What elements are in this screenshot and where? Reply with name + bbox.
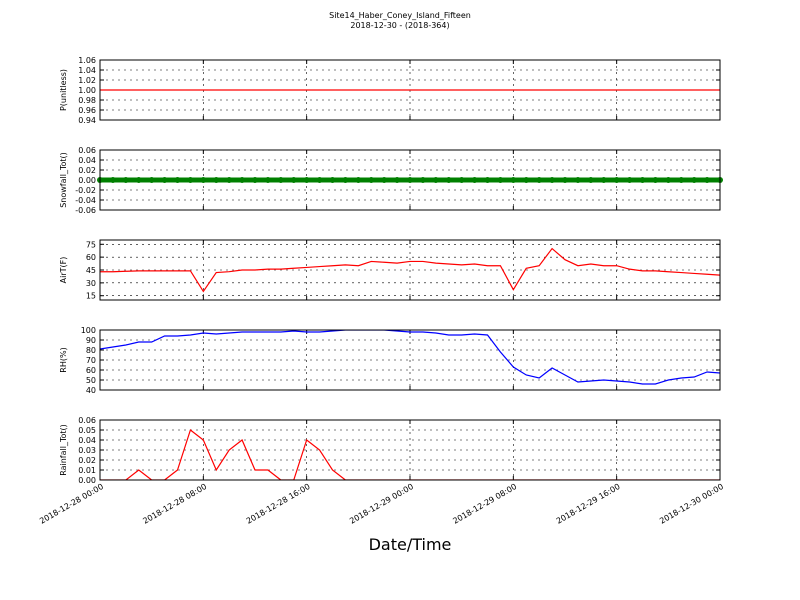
x-axis-label: Date/Time xyxy=(369,535,452,554)
x-tick-label: 2018-12-29 08:00 xyxy=(451,482,518,526)
y-tick-label: 60 xyxy=(86,366,96,375)
y-axis-label: P(unitless) xyxy=(59,69,68,111)
y-tick-label: 100 xyxy=(81,326,96,335)
plot-frame xyxy=(99,59,721,121)
plot-frame xyxy=(99,419,721,481)
title: Site14_Haber_Coney_Island_Fifteen xyxy=(329,11,471,20)
y-axis-label: Rainfall_Tot() xyxy=(59,424,68,476)
y-tick-label: 0.04 xyxy=(78,156,96,165)
y-tick-label: -0.02 xyxy=(75,186,96,195)
y-axis-label: Snowfall_Tot() xyxy=(59,152,68,208)
x-tick-label: 2018-12-28 00:00 xyxy=(38,482,105,526)
y-tick-label: 30 xyxy=(86,279,96,288)
y-tick-label: 0.05 xyxy=(78,426,96,435)
x-tick-label: 2018-12-28 16:00 xyxy=(245,482,312,526)
x-tick-label: 2018-12-29 16:00 xyxy=(555,482,622,526)
y-axis-label: RH(%) xyxy=(59,347,68,372)
y-tick-label: 0.98 xyxy=(78,96,96,105)
y-tick-label: 50 xyxy=(86,376,96,385)
x-tick-label: 2018-12-28 08:00 xyxy=(141,482,208,526)
y-tick-label: 0.06 xyxy=(78,146,96,155)
y-tick-label: -0.04 xyxy=(75,196,96,205)
y-tick-label: 0.00 xyxy=(78,476,96,485)
subtitle: 2018-12-30 - (2018-364) xyxy=(350,21,449,30)
y-tick-label: 0.00 xyxy=(78,176,96,185)
x-tick-label: 2018-12-30 00:00 xyxy=(658,482,725,526)
y-tick-label: 0.96 xyxy=(78,106,96,115)
y-tick-label: 90 xyxy=(86,336,96,345)
y-axis-label: AirT(F) xyxy=(59,257,68,284)
data-line xyxy=(100,429,720,480)
y-tick-label: 1.06 xyxy=(78,56,96,65)
x-tick-label: 2018-12-29 00:00 xyxy=(348,482,415,526)
data-line xyxy=(100,330,720,385)
y-tick-label: 60 xyxy=(86,253,96,262)
y-tick-label: 0.02 xyxy=(78,456,96,465)
y-tick-label: 70 xyxy=(86,356,96,365)
y-tick-label: 0.04 xyxy=(78,436,96,445)
y-tick-label: 1.00 xyxy=(78,86,96,95)
y-tick-label: -0.06 xyxy=(75,206,96,215)
y-tick-label: 1.02 xyxy=(78,76,96,85)
y-tick-label: 0.01 xyxy=(78,466,96,475)
y-tick-label: 15 xyxy=(86,292,96,301)
y-tick-label: 0.02 xyxy=(78,166,96,175)
y-tick-label: 0.94 xyxy=(78,116,96,125)
y-tick-label: 1.04 xyxy=(78,66,96,75)
y-tick-label: 75 xyxy=(86,240,96,249)
y-tick-label: 45 xyxy=(86,266,96,275)
plot-frame xyxy=(99,149,721,211)
y-tick-label: 0.03 xyxy=(78,446,96,455)
y-tick-label: 40 xyxy=(86,386,96,395)
y-tick-label: 0.06 xyxy=(78,416,96,425)
data-line xyxy=(100,247,720,293)
plot-frame xyxy=(99,329,721,391)
plot-frame xyxy=(99,239,721,301)
y-tick-label: 80 xyxy=(86,346,96,355)
